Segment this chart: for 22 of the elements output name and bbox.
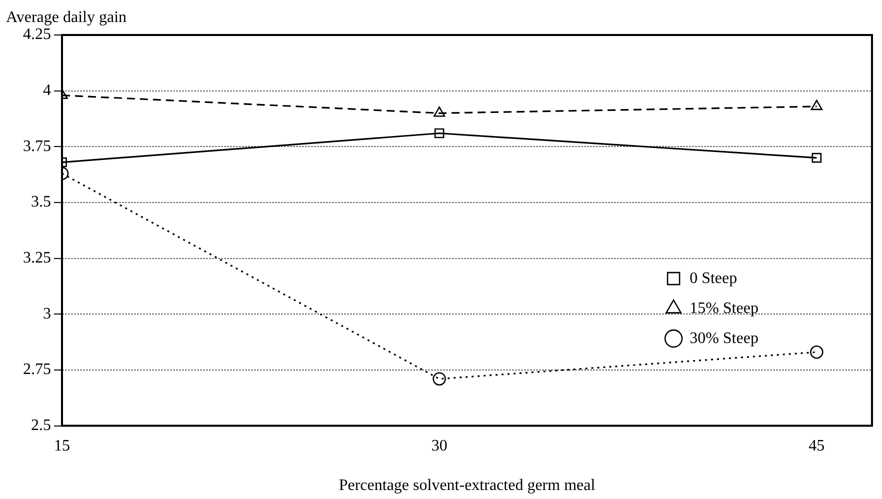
y-tick-label: 2.5 — [31, 417, 51, 434]
x-tick-label: 45 — [808, 438, 825, 455]
y-tick-label: 3 — [43, 305, 51, 322]
y-tick-label: 3.5 — [31, 194, 51, 211]
point — [432, 372, 446, 386]
point — [434, 128, 444, 138]
point — [433, 106, 446, 117]
y-axis-title: Average daily gain — [6, 9, 127, 26]
point — [812, 152, 822, 163]
y-tick-label: 3.25 — [23, 250, 51, 267]
legend-label: 30% Steep — [690, 330, 758, 347]
legend-label: 15% Steep — [690, 300, 758, 317]
x-axis-title: Percentage solvent-extracted germ meal — [338, 477, 596, 494]
y-tick-label: 4.25 — [23, 26, 51, 44]
point — [810, 345, 824, 359]
point — [810, 100, 823, 110]
legend-label: 0 Steep — [690, 270, 738, 287]
x-tick-label: 30 — [431, 438, 448, 455]
y-tick-label: 3.75 — [23, 138, 51, 155]
x-tick-label: 15 — [54, 438, 70, 455]
y-tick-label: 2.75 — [23, 361, 51, 378]
y-tick-label: 4 — [43, 82, 51, 100]
